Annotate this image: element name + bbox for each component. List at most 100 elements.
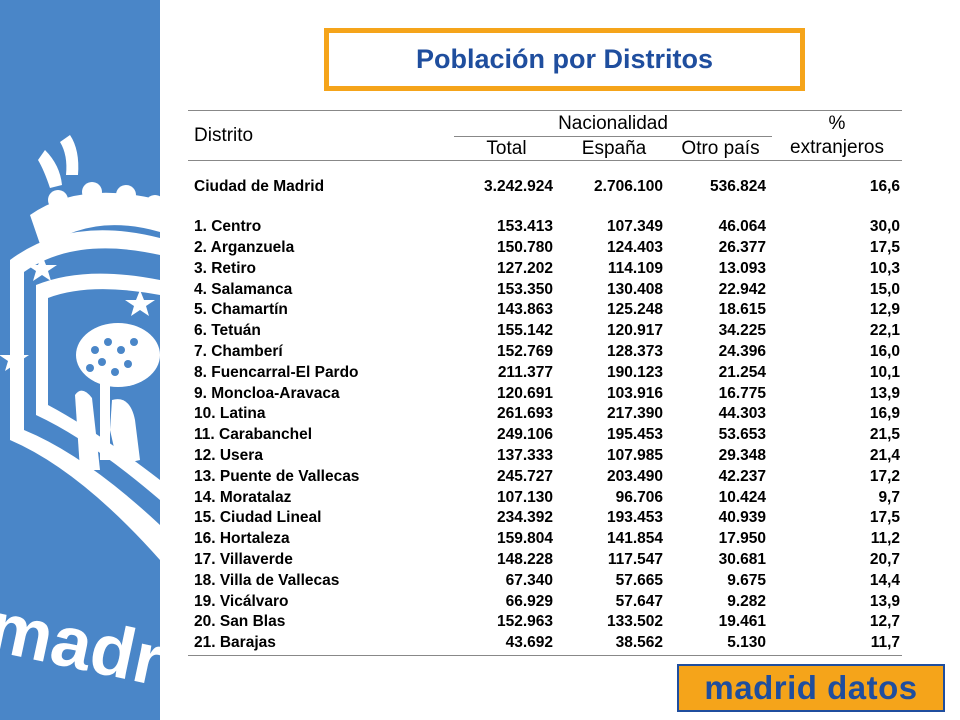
row-total: 143.863	[496, 301, 553, 319]
madrid-coat-of-arms-icon: madrid	[0, 135, 160, 715]
row-name: 9. Moncloa-Aravaca	[194, 384, 340, 402]
row-pct: 13,9	[869, 592, 900, 610]
row-name: 10. Latina	[194, 405, 266, 423]
page-title: Población por Distritos	[415, 44, 714, 74]
table-row: 15. Ciudad Lineal 234.392 193.453 40.939 17,…	[188, 508, 902, 529]
row-name: 6. Tetuán	[194, 322, 261, 340]
row-total: 153.413	[496, 218, 553, 236]
header-nacionalidad: Nacionalidad	[454, 110, 772, 137]
population-table: Distrito Nacionalidad % Total España Otr…	[188, 110, 902, 656]
table-row: 18. Villa de Vallecas 67.340 57.665 9.675 14…	[188, 571, 902, 592]
row-espana: 120.917	[606, 322, 663, 340]
row-total: 152.769	[496, 343, 553, 361]
row-name: 11. Carabanchel	[194, 426, 313, 444]
row-total: 245.727	[496, 467, 553, 485]
row-pct: 11,7	[870, 634, 900, 652]
table-row: 19. Vicálvaro 66.929 57.647 9.282 13,9	[188, 592, 902, 613]
row-pct: 15,0	[869, 280, 900, 298]
madrid-datos-logo: madrid datos	[677, 664, 945, 712]
row-total: 120.691	[496, 384, 553, 402]
row-name: 1. Centro	[194, 218, 262, 236]
row-espana: 57.665	[615, 571, 663, 589]
row-pct: 17,5	[869, 509, 900, 527]
row-espana: 107.985	[606, 447, 663, 465]
row-name: 12. Usera	[194, 447, 263, 465]
row-espana: 107.349	[606, 218, 663, 236]
table-row: 10. Latina 261.693 217.390 44.303 16,9	[188, 404, 902, 425]
row-otro: 17.950	[718, 530, 766, 548]
row-espana: 195.453	[606, 426, 663, 444]
header-distrito: Distrito	[194, 124, 254, 146]
row-total: 234.392	[496, 509, 553, 527]
table-row: 3. Retiro 127.202 114.109 13.093 10,3	[188, 259, 902, 280]
row-espana: 2.706.100	[594, 177, 663, 195]
table-row: 5. Chamartín 143.863 125.248 18.615 12,9	[188, 300, 902, 321]
row-espana: 130.408	[606, 280, 663, 298]
row-pct: 10,3	[869, 259, 900, 277]
row-name: 20. San Blas	[194, 613, 286, 631]
row-pct: 9,7	[878, 488, 900, 506]
row-total: 150.780	[496, 239, 553, 257]
row-pct: 21,4	[869, 447, 900, 465]
row-pct: 13,9	[869, 384, 900, 402]
table-row: 17. Villaverde 148.228 117.547 30.681 20,7	[188, 550, 902, 571]
row-name: 18. Villa de Vallecas	[194, 571, 340, 589]
row-pct: 12,7	[869, 613, 900, 631]
table-row: 11. Carabanchel 249.106 195.453 53.653 21,5	[188, 425, 902, 446]
row-pct: 16,6	[869, 177, 900, 195]
district-rows: 1. Centro 153.413 107.349 46.064 30,0 2. Arga…	[188, 217, 902, 654]
table-row: 14. Moratalaz 107.130 96.706 10.424 9,7	[188, 488, 902, 509]
row-espana: 114.109	[607, 259, 663, 277]
row-total: 159.804	[496, 530, 553, 548]
row-name: 19. Vicálvaro	[194, 592, 289, 610]
table-row: 20. San Blas 152.963 133.502 19.461 12,7	[188, 612, 902, 633]
row-otro: 536.824	[709, 177, 766, 195]
row-total: 66.929	[505, 592, 553, 610]
row-pct: 10,1	[869, 363, 900, 381]
table-row: 21. Barajas 43.692 38.562 5.130 11,7	[188, 633, 902, 654]
row-otro: 18.615	[718, 301, 766, 319]
row-pct: 22,1	[869, 322, 900, 340]
row-espana: 193.453	[606, 509, 663, 527]
row-total: 67.340	[505, 571, 553, 589]
row-pct: 14,4	[869, 571, 900, 589]
row-otro: 9.675	[727, 571, 766, 589]
madrid-datos-logo-text: madrid datos	[704, 669, 918, 706]
row-espana: 125.248	[606, 301, 663, 319]
row-espana: 103.916	[606, 384, 663, 402]
row-otro: 19.461	[718, 613, 766, 631]
row-pct: 16,9	[869, 405, 900, 423]
row-otro: 42.237	[718, 467, 766, 485]
row-otro: 10.424	[718, 488, 766, 506]
row-name: 3. Retiro	[194, 259, 257, 277]
table-row: 1. Centro 153.413 107.349 46.064 30,0	[188, 217, 902, 238]
table-row: 2. Arganzuela 150.780 124.403 26.377 17,5	[188, 238, 902, 259]
row-total: 3.242.924	[484, 177, 553, 195]
row-name: 2. Arganzuela	[194, 239, 295, 257]
row-total: 127.202	[496, 259, 553, 277]
row-otro: 9.282	[727, 592, 766, 610]
table-row: 6. Tetuán 155.142 120.917 34.225 22,1	[188, 321, 902, 342]
row-espana: 141.854	[606, 530, 663, 548]
row-total: 148.228	[496, 551, 553, 569]
row-espana: 190.123	[606, 363, 663, 381]
row-total: 211.377	[497, 363, 553, 381]
row-espana: 217.390	[606, 405, 663, 423]
row-name: 8. Fuencarral-El Pardo	[194, 363, 359, 381]
row-total: 137.333	[496, 447, 553, 465]
row-name: 14. Moratalaz	[194, 488, 292, 506]
row-espana: 96.706	[615, 488, 663, 506]
table-row: 8. Fuencarral-El Pardo 211.377 190.123 21.2…	[188, 363, 902, 384]
row-name: 4. Salamanca	[194, 280, 293, 298]
row-espana: 203.490	[606, 467, 663, 485]
row-otro: 46.064	[718, 218, 766, 236]
table-row: 16. Hortaleza 159.804 141.854 17.950 11,2	[188, 529, 902, 550]
side-banner: madrid	[0, 0, 160, 720]
row-total: 261.693	[496, 405, 553, 423]
header-pct-symbol: %	[828, 112, 846, 134]
header-espana: España	[581, 137, 647, 159]
row-pct: 16,0	[869, 343, 900, 361]
row-name: 15. Ciudad Lineal	[194, 509, 322, 527]
row-pct: 30,0	[869, 218, 900, 236]
row-otro: 21.254	[718, 363, 766, 381]
